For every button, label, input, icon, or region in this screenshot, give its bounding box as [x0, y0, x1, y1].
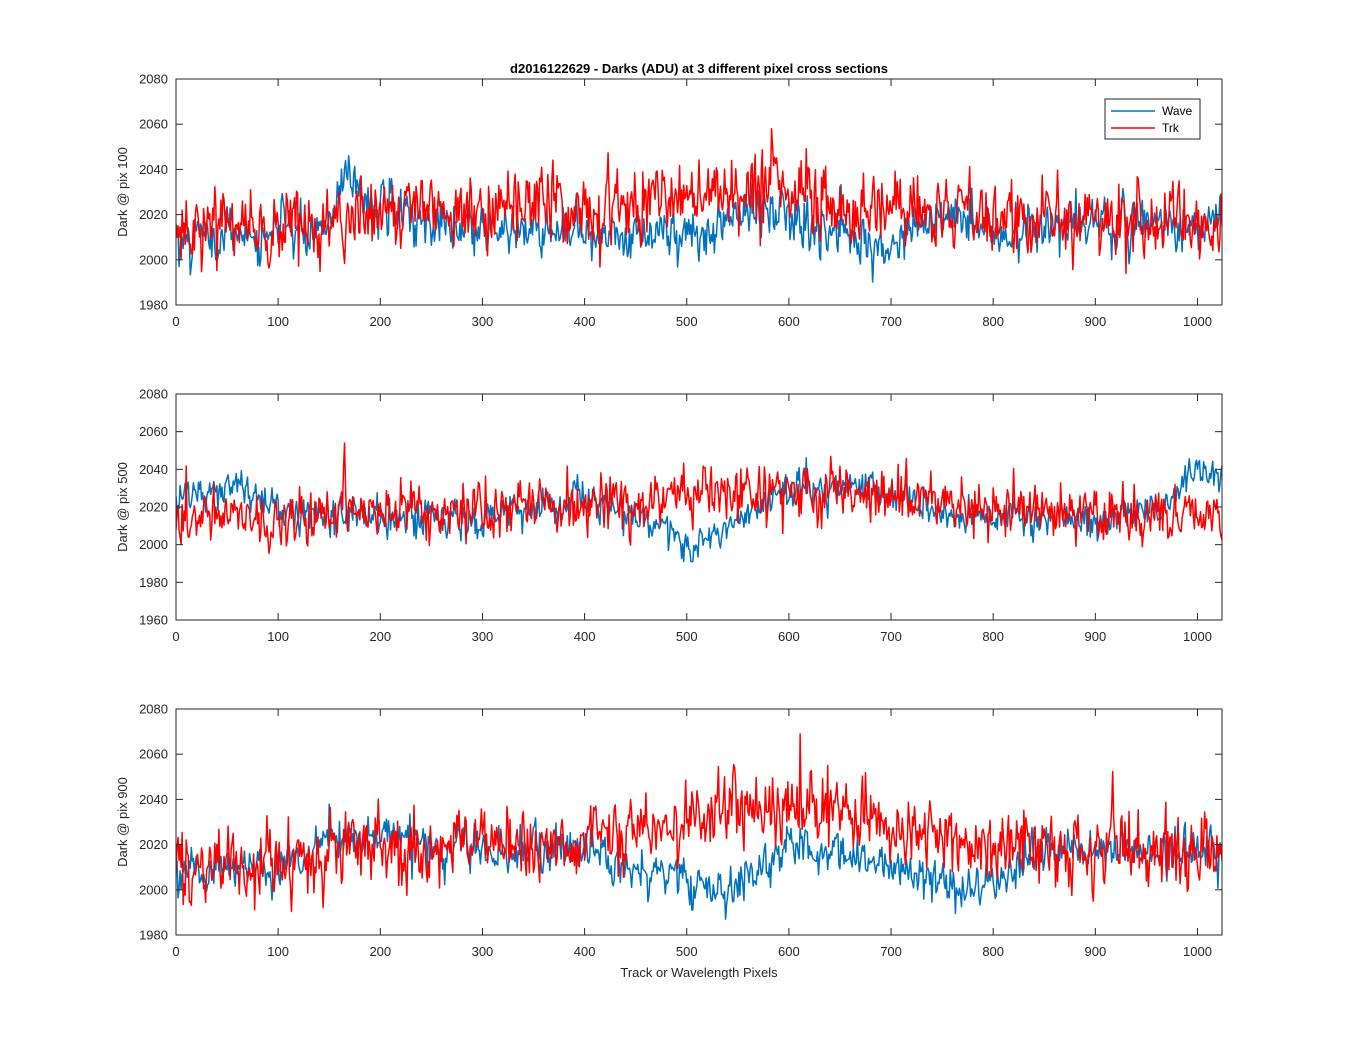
x-tick-label: 900 [1084, 944, 1106, 959]
axes-box [175, 708, 1223, 936]
y-tick-label: 2020 [139, 500, 168, 515]
x-tick-label: 500 [676, 629, 698, 644]
x-tick-label: 200 [369, 314, 391, 329]
y-tick-label: 1980 [139, 298, 168, 313]
y-tick-label: 2040 [139, 162, 168, 177]
y-tick-label: 2060 [139, 747, 168, 762]
y-axis-label: Dark @ pix 500 [115, 462, 130, 552]
series-line-wave-1 [176, 155, 1222, 283]
y-tick-label: 2020 [139, 207, 168, 222]
series-line-trk-3 [176, 733, 1222, 913]
subplot-3: 0 100 200 300 400 500 600 700 800 900 1000 1980 2000… [115, 702, 1223, 959]
legend-box [1104, 98, 1201, 140]
x-tick-label: 100 [267, 629, 289, 644]
legend-label-wave: Wave [1162, 104, 1193, 118]
x-tick-label: 400 [574, 314, 596, 329]
subplot-2: 0 100 200 300 400 500 600 700 800 900 1000 1960 1980… [115, 387, 1223, 644]
x-tick-label: 600 [778, 944, 800, 959]
series-line-trk-1 [176, 128, 1222, 275]
x-tick-label: 900 [1084, 314, 1106, 329]
y-tick-label: 2000 [139, 537, 168, 552]
series-line-wave-3 [176, 803, 1222, 920]
y-tick-label: 1980 [139, 575, 168, 590]
x-tick-label: 900 [1084, 629, 1106, 644]
y-tick-label: 2060 [139, 424, 168, 439]
figure-title: d2016122629 - Darks (ADU) at 3 different… [510, 61, 888, 76]
series-line-wave-2 [176, 457, 1222, 563]
x-tick-label: 100 [267, 314, 289, 329]
x-tick-label: 300 [472, 944, 494, 959]
y-tick-label: 2000 [139, 882, 168, 897]
x-tick-label: 700 [880, 314, 902, 329]
x-tick-label: 300 [472, 314, 494, 329]
y-tick-label: 1980 [139, 928, 168, 943]
y-tick-label: 2040 [139, 462, 168, 477]
x-tick-label: 800 [982, 944, 1004, 959]
y-tick-label: 2080 [139, 387, 168, 402]
y-axis-label: Dark @ pix 100 [115, 147, 130, 237]
x-tick-label: 1000 [1183, 944, 1212, 959]
x-tick-label: 0 [172, 629, 179, 644]
subplots: 0 100 200 300 400 500 600 700 800 900 100019802000… [115, 72, 1223, 959]
x-tick-label: 600 [778, 314, 800, 329]
x-tick-label: 100 [267, 944, 289, 959]
x-tick-label: 500 [676, 314, 698, 329]
subplot-1: 0 100 200 300 400 500 600 700 800 900 1000 1980 2000… [115, 72, 1223, 329]
y-tick-label: 2000 [139, 252, 168, 267]
x-tick-label: 1000 [1183, 629, 1212, 644]
legend-label-trk: Trk [1162, 121, 1180, 135]
x-axis-label: Track or Wavelength Pixels [620, 965, 778, 980]
x-tick-label: 1000 [1183, 314, 1212, 329]
x-tick-label: 200 [369, 629, 391, 644]
x-tick-label: 0 [172, 944, 179, 959]
y-axis-label: Dark @ pix 900 [115, 777, 130, 867]
series-line-trk-2 [176, 442, 1222, 555]
x-tick-label: 700 [880, 944, 902, 959]
y-tick-label: 2080 [139, 72, 168, 87]
axes-box [175, 78, 1223, 306]
y-tick-label: 2040 [139, 792, 168, 807]
x-tick-label: 400 [574, 944, 596, 959]
x-tick-label: 800 [982, 629, 1004, 644]
x-tick-label: 500 [676, 944, 698, 959]
x-tick-label: 200 [369, 944, 391, 959]
x-tick-label: 400 [574, 629, 596, 644]
x-tick-label: 0 [172, 314, 179, 329]
x-tick-label: 300 [472, 629, 494, 644]
y-tick-label: 1960 [139, 613, 168, 628]
legend: Wave Trk [1104, 98, 1201, 140]
y-tick-label: 2060 [139, 117, 168, 132]
x-tick-label: 600 [778, 629, 800, 644]
x-tick-label: 700 [880, 629, 902, 644]
y-tick-label: 2020 [139, 837, 168, 852]
y-tick-label: 2080 [139, 702, 168, 717]
x-tick-label: 800 [982, 314, 1004, 329]
